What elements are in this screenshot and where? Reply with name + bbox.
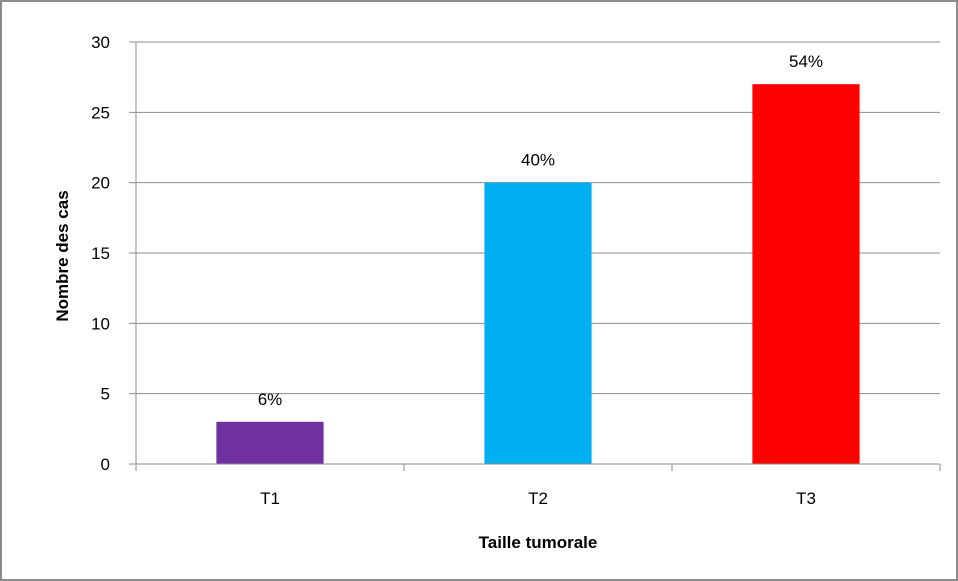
data-label: 6% xyxy=(258,390,283,409)
y-tick-label: 10 xyxy=(91,314,110,333)
axes xyxy=(129,41,941,471)
bars xyxy=(216,84,860,464)
bar-t2 xyxy=(484,182,592,464)
data-label: 40% xyxy=(521,151,555,170)
x-tick-labels: T1 T2 T3 xyxy=(260,489,816,508)
y-tick-label: 5 xyxy=(101,385,110,404)
y-tick-label: 30 xyxy=(91,33,110,52)
x-tick-label: T1 xyxy=(260,489,280,508)
x-tick-label: T2 xyxy=(528,489,548,508)
bar-t1 xyxy=(216,421,324,464)
y-tick-label: 15 xyxy=(91,244,110,263)
y-tick-label: 0 xyxy=(101,455,110,474)
bar-t3 xyxy=(752,84,860,464)
data-label: 54% xyxy=(789,52,823,71)
y-tick-label: 25 xyxy=(91,103,110,122)
x-tick-label: T3 xyxy=(796,489,816,508)
x-axis-title: Taille tumorale xyxy=(479,533,598,552)
y-tick-label: 20 xyxy=(91,174,110,193)
data-labels: 6% 40% 54% xyxy=(258,52,823,409)
y-tick-labels: 0 5 10 15 20 25 30 xyxy=(91,33,110,474)
y-axis-title: Nombre des cas xyxy=(53,190,72,321)
